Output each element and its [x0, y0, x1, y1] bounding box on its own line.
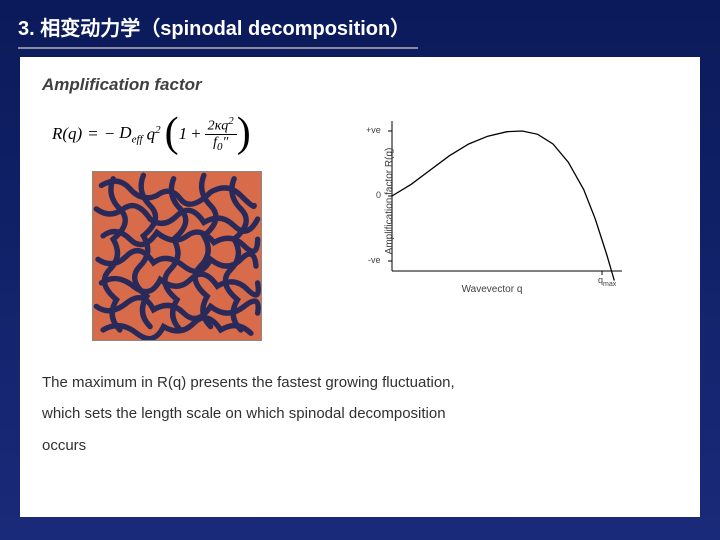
ytick-mid: 0 — [376, 190, 381, 200]
amplification-chart: Amplification factor R(q) Wavevector q +… — [342, 101, 642, 301]
body-line-1: The maximum in R(q) presents the fastest… — [42, 367, 678, 399]
body-text: The maximum in R(q) presents the fastest… — [42, 367, 678, 462]
left-column: R(q) = − Deff q2 ( 1 + 2κq2 f0″ ) — [42, 109, 322, 341]
upper-row: R(q) = − Deff q2 ( 1 + 2κq2 f0″ ) — [42, 109, 678, 341]
xtick-qmax: qmax — [598, 275, 616, 288]
body-line-2: which sets the length scale on which spi… — [42, 398, 678, 430]
formula-minus: − — [104, 124, 115, 144]
formula-bracket: ( 1 + 2κq2 f0″ ) — [165, 115, 251, 153]
chart-ylabel: Amplification factor R(q) — [384, 148, 395, 255]
formula-lhs: R(q) — [52, 124, 82, 144]
section-heading: Amplification factor — [42, 75, 678, 95]
body-line-3: occurs — [42, 430, 678, 462]
ytick-bot: -ve — [368, 255, 381, 265]
content-panel: Amplification factor R(q) = − Deff q2 ( … — [20, 57, 700, 517]
pattern-svg — [93, 172, 261, 340]
chart-xlabel: Wavevector q — [462, 284, 523, 295]
amplification-formula: R(q) = − Deff q2 ( 1 + 2κq2 f0″ ) — [52, 115, 322, 153]
formula-D: Deff — [119, 123, 142, 145]
formula-q2: q2 — [147, 124, 161, 145]
formula-equals: = — [88, 124, 98, 144]
spinodal-pattern-image — [92, 171, 262, 341]
formula-fraction: 2κq2 f0″ — [205, 115, 237, 153]
slide-title: 3. 相变动力学（spinodal decomposition） — [0, 0, 720, 47]
title-underline — [18, 47, 418, 49]
ytick-top: +ve — [366, 125, 381, 135]
